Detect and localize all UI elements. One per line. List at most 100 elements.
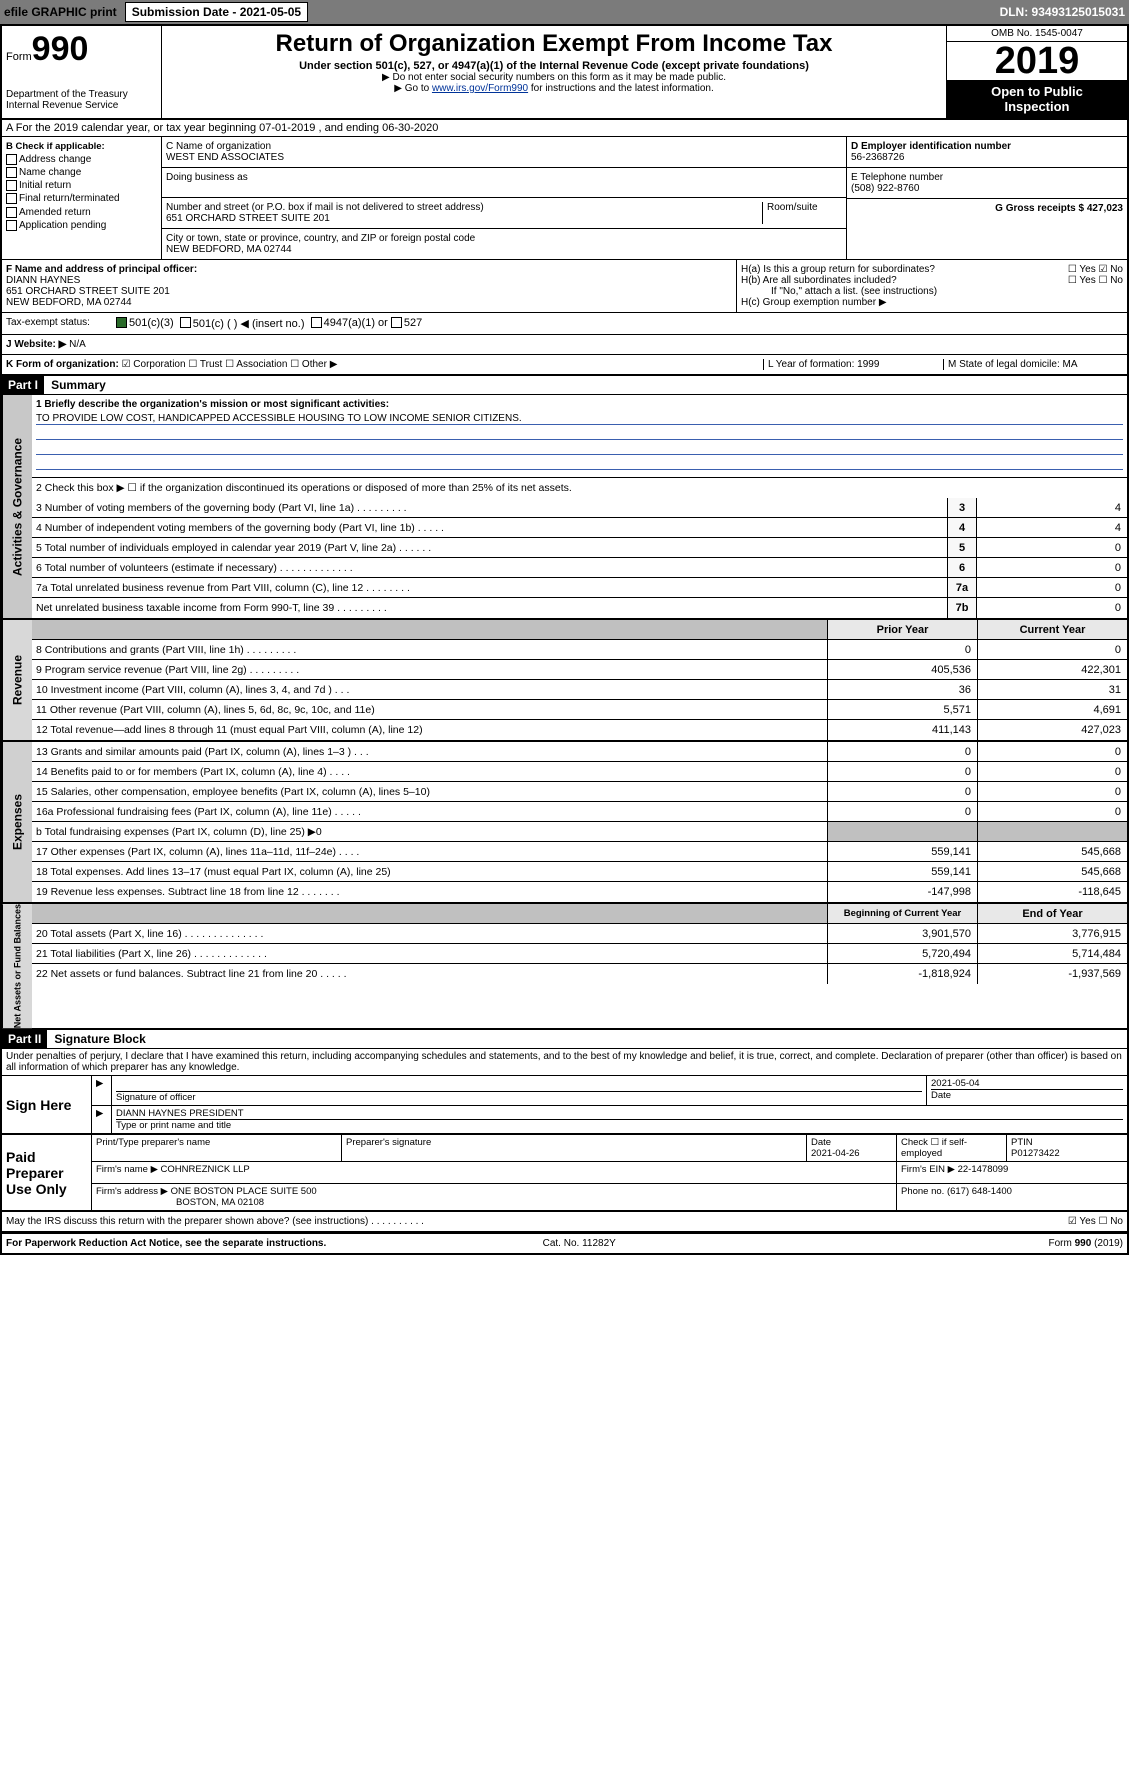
line-9: 9 Program service revenue (Part VIII, li… <box>32 660 827 679</box>
line-14-py: 0 <box>827 762 977 781</box>
line-9-cy: 422,301 <box>977 660 1127 679</box>
line-7b-val: 0 <box>977 598 1127 618</box>
line-13-cy: 0 <box>977 742 1127 761</box>
vlabel-net-assets: Net Assets or Fund Balances <box>2 904 32 1028</box>
sig-arrow-icon: ▶ <box>92 1076 112 1105</box>
discuss-yesno: ☑ Yes ☐ No <box>1068 1216 1123 1227</box>
phone-label: E Telephone number <box>851 172 1123 183</box>
box-b-title: B Check if applicable: <box>6 141 157 152</box>
vlabel-governance: Activities & Governance <box>2 395 32 618</box>
checkbox-icon[interactable] <box>311 317 322 328</box>
line-11-py: 5,571 <box>827 700 977 719</box>
i-501c3: 501(c)(3) <box>129 317 174 330</box>
checkbox-icon[interactable] <box>6 167 17 178</box>
form-number-cell: Form990 Department of the Treasury Inter… <box>2 26 162 118</box>
checkbox-icon[interactable] <box>6 154 17 165</box>
phone-cell: E Telephone number (508) 922-8760 <box>847 168 1127 199</box>
type-print-label: Type or print name and title <box>116 1120 1123 1131</box>
checkbox-icon[interactable] <box>6 220 17 231</box>
line-3-num: 3 <box>947 498 977 517</box>
checkbox-icon[interactable] <box>6 193 17 204</box>
room-suite: Room/suite <box>762 202 842 224</box>
line-18-cy: 545,668 <box>977 862 1127 881</box>
line-8: 8 Contributions and grants (Part VIII, l… <box>32 640 827 659</box>
officer-printed-name: DIANN HAYNES PRESIDENT <box>116 1108 1123 1120</box>
part-ii-header: Part II Signature Block <box>2 1030 1127 1049</box>
officer-addr2: NEW BEDFORD, MA 02744 <box>6 297 732 308</box>
cb-amended: Amended return <box>6 207 157 218</box>
inspect-1: Open to Public <box>951 84 1123 99</box>
form-990-number: 990 <box>32 30 89 68</box>
line-8-cy: 0 <box>977 640 1127 659</box>
firm-city: BOSTON, MA 02108 <box>96 1197 892 1208</box>
footer-catno: Cat. No. 11282Y <box>543 1238 616 1249</box>
line-22: 22 Net assets or fund balances. Subtract… <box>32 964 827 984</box>
revenue-section: Revenue Prior YearCurrent Year 8 Contrib… <box>2 620 1127 742</box>
checkbox-icon[interactable] <box>180 317 191 328</box>
checkbox-icon[interactable] <box>6 207 17 218</box>
line-16a-cy: 0 <box>977 802 1127 821</box>
box-de: D Employer identification number 56-2368… <box>847 137 1127 259</box>
line-10: 10 Investment income (Part VIII, column … <box>32 680 827 699</box>
self-employed-check: Check ☐ if self-employed <box>897 1135 1007 1161</box>
goto-suffix: for instructions and the latest informat… <box>528 83 714 94</box>
end-year-hdr: End of Year <box>977 904 1127 923</box>
submission-date: Submission Date - 2021-05-05 <box>125 2 308 22</box>
discuss-row: May the IRS discuss this return with the… <box>2 1212 1127 1233</box>
checkbox-501c3-icon[interactable] <box>116 317 127 328</box>
line-3-val: 4 <box>977 498 1127 517</box>
page-footer: For Paperwork Reduction Act Notice, see … <box>2 1233 1127 1253</box>
line-6-num: 6 <box>947 558 977 577</box>
perjury-declaration: Under penalties of perjury, I declare th… <box>2 1049 1127 1076</box>
checkbox-icon[interactable] <box>391 317 402 328</box>
line-7a: 7a Total unrelated business revenue from… <box>32 578 947 597</box>
line-7a-num: 7a <box>947 578 977 597</box>
org-name-cell: C Name of organization WEST END ASSOCIAT… <box>162 137 846 168</box>
mission-line <box>36 428 1123 440</box>
vlabel-expenses: Expenses <box>2 742 32 902</box>
box-c: C Name of organization WEST END ASSOCIAT… <box>162 137 847 259</box>
cb-name-change: Name change <box>6 167 157 178</box>
line-13: 13 Grants and similar amounts paid (Part… <box>32 742 827 761</box>
paid-preparer-block: Paid Preparer Use Only Print/Type prepar… <box>2 1135 1127 1212</box>
mission-line <box>36 458 1123 470</box>
line-20-by: 3,901,570 <box>827 924 977 943</box>
line-5-val: 0 <box>977 538 1127 557</box>
line-7b-num: 7b <box>947 598 977 618</box>
line-21-by: 5,720,494 <box>827 944 977 963</box>
form990-link[interactable]: www.irs.gov/Form990 <box>432 83 528 94</box>
ein-cell: D Employer identification number 56-2368… <box>847 137 1127 168</box>
title-cell: Return of Organization Exempt From Incom… <box>162 26 947 118</box>
cb-initial: Initial return <box>6 180 157 191</box>
sig-arrow-icon: ▶ <box>92 1106 112 1133</box>
paid-preparer-label: Paid Preparer Use Only <box>2 1135 92 1210</box>
row-i: Tax-exempt status: 501(c)(3) 501(c) ( ) … <box>2 313 1127 335</box>
line-8-py: 0 <box>827 640 977 659</box>
sig-date-cell: 2021-05-04 Date <box>927 1076 1127 1105</box>
i-4947: 4947(a)(1) or <box>324 317 388 330</box>
preparer-date-cell: Date 2021-04-26 <box>807 1135 897 1161</box>
form-title: Return of Organization Exempt From Incom… <box>166 30 942 58</box>
line-4: 4 Number of independent voting members o… <box>32 518 947 537</box>
h-b-note: If "No," attach a list. (see instruction… <box>741 286 1123 297</box>
sig-officer-label: Signature of officer <box>116 1092 922 1103</box>
year-formation: L Year of formation: 1999 <box>763 359 943 370</box>
gross-receipts: G Gross receipts $ 427,023 <box>847 199 1127 218</box>
line-19-cy: -118,645 <box>977 882 1127 902</box>
vlabel-revenue: Revenue <box>2 620 32 740</box>
footer-right: Form 990 (2019) <box>1049 1238 1123 1249</box>
software-header: efile GRAPHIC print Submission Date - 20… <box>0 0 1129 24</box>
h-c: H(c) Group exemption number ▶ <box>741 297 1123 308</box>
checkbox-icon[interactable] <box>6 180 17 191</box>
line-14-cy: 0 <box>977 762 1127 781</box>
dept-treasury: Department of the Treasury Internal Reve… <box>6 89 157 111</box>
form-990-page: Form990 Department of the Treasury Inter… <box>0 24 1129 1255</box>
goto-note: ▶ Go to www.irs.gov/Form990 for instruct… <box>166 83 942 94</box>
firm-ein: Firm's EIN ▶ 22-1478099 <box>897 1162 1127 1183</box>
top-header-row: Form990 Department of the Treasury Inter… <box>2 26 1127 120</box>
ptin-val: P01273422 <box>1011 1148 1123 1159</box>
line-16b-cy <box>977 822 1127 841</box>
na-hdr-blank <box>32 904 827 923</box>
firm-addr: Firm's address ▶ ONE BOSTON PLACE SUITE … <box>96 1186 892 1197</box>
line-2: 2 Check this box ▶ ☐ if the organization… <box>32 478 1127 498</box>
